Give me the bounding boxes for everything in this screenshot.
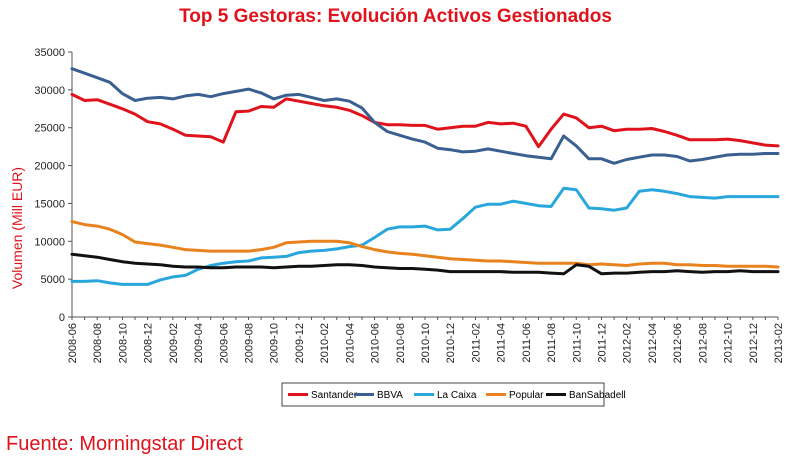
- y-tick-label: 25000: [34, 123, 65, 135]
- x-tick-label: 2011-06: [521, 323, 533, 363]
- x-tick-label: 2008-08: [92, 323, 104, 363]
- y-tick-label: 35000: [34, 47, 65, 59]
- x-tick-label: 2012-10: [723, 323, 735, 363]
- x-tick-label: 2008-06: [67, 323, 79, 363]
- y-tick-label: 0: [59, 312, 65, 324]
- x-tick-label: 2009-02: [168, 323, 180, 363]
- y-axis: 0 5000 10000 15000 20000 25000 30000 35000: [34, 47, 73, 324]
- series-line-bbva: [70, 67, 780, 165]
- x-tick-label: 2011-10: [571, 323, 583, 363]
- chart-title: Top 5 Gestoras: Evolución Activos Gestio…: [179, 6, 612, 27]
- legend-label-bansabadell: BanSabadell: [569, 390, 626, 401]
- x-tick-label: 2010-04: [344, 323, 356, 363]
- x-tick-label: 2010-06: [370, 323, 382, 363]
- x-tick-label: 2008-12: [143, 323, 155, 363]
- x-tick-label: 2010-12: [445, 323, 457, 363]
- x-tick-label: 2009-12: [294, 323, 306, 363]
- x-tick-label: 2012-12: [748, 323, 760, 363]
- legend-label-la-caixa: La Caixa: [437, 390, 477, 401]
- x-tick-label: 2009-04: [193, 323, 205, 363]
- x-tick-label: 2009-06: [218, 323, 230, 363]
- line-chart: 0 5000 10000 15000 20000 25000 30000 35000 2008…: [9, 47, 785, 407]
- y-tick-label: 20000: [34, 161, 65, 173]
- legend-label-bbva: BBVA: [377, 390, 403, 401]
- y-axis-label: Volumen (Mill EUR): [9, 167, 25, 289]
- x-tick-label: 2012-02: [622, 323, 634, 363]
- x-tick-label: 2011-12: [597, 323, 609, 363]
- y-tick-label: 10000: [34, 236, 65, 248]
- y-tick-label: 5000: [41, 274, 65, 286]
- x-tick-label: 2011-08: [546, 323, 558, 363]
- x-axis: 2008-06 2008-08 2008-10 2008-12 2009-02 2009-…: [67, 316, 785, 363]
- x-tick-label: 2009-08: [244, 323, 256, 363]
- y-tick-label: 15000: [34, 198, 65, 210]
- y-tick-label: 30000: [34, 85, 65, 97]
- legend: Santander BBVA La Caixa Popular BanSabadell: [281, 382, 626, 407]
- x-tick-label: 2011-04: [496, 323, 508, 363]
- series-layer: [70, 67, 780, 286]
- legend-label-santander: Santander: [311, 390, 358, 401]
- legend-box: [281, 382, 605, 407]
- x-tick-label: 2010-10: [420, 323, 432, 363]
- x-tick-label: 2009-10: [269, 323, 281, 363]
- x-tick-label: 2012-04: [647, 323, 659, 363]
- x-tick-label: 2011-02: [470, 323, 482, 363]
- x-tick-label: 2012-08: [697, 323, 709, 363]
- series-line-bansabadell: [70, 252, 780, 276]
- x-tick-label: 2013-02: [773, 323, 785, 363]
- x-tick-label: 2008-10: [117, 323, 129, 363]
- x-tick-label: 2012-06: [672, 323, 684, 363]
- series-line-popular: [70, 220, 780, 269]
- series-line-santander: [70, 92, 780, 149]
- x-tick-label: 2010-02: [319, 323, 331, 363]
- x-tick-label: 2010-08: [395, 323, 407, 363]
- source-note: Fuente: Morningstar Direct: [6, 433, 243, 455]
- series-line-la-caixa: [70, 186, 780, 286]
- legend-label-popular: Popular: [509, 390, 544, 401]
